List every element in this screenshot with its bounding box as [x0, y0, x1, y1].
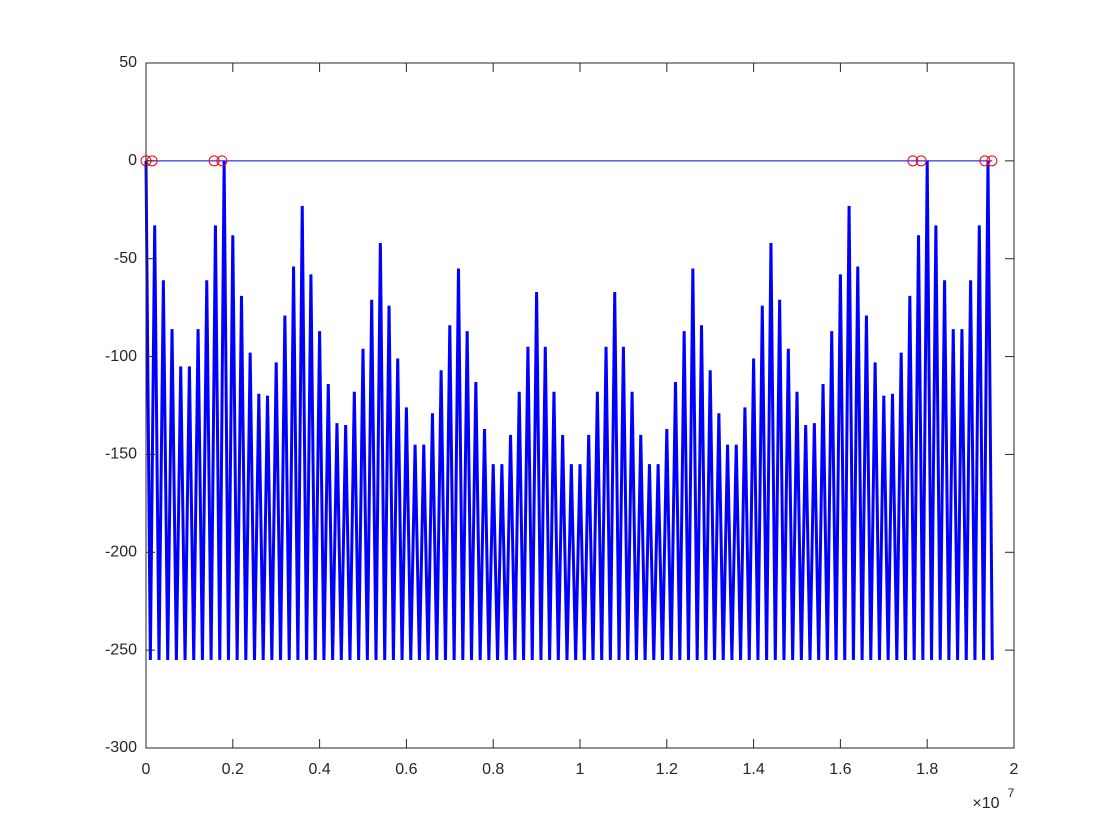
- y-tick-label: -50: [114, 250, 137, 267]
- y-tick-label: -150: [105, 446, 137, 463]
- peak-marker: [979, 155, 991, 167]
- x-tick-label: 2: [1010, 761, 1019, 778]
- x-tick-label: 0.4: [308, 761, 330, 778]
- x-tick-label: 1: [576, 761, 585, 778]
- peak-marker: [915, 155, 927, 167]
- peak-marker: [216, 155, 228, 167]
- y-tick-label: -100: [105, 348, 137, 365]
- x-multiplier-base: ×10: [972, 795, 999, 812]
- peak-marker: [208, 155, 220, 167]
- x-tick-label: 0.6: [395, 761, 417, 778]
- y-tick-label: 0: [128, 152, 137, 169]
- x-tick-label: 1.6: [829, 761, 851, 778]
- x-tick-label: 1.8: [916, 761, 938, 778]
- x-tick-label: 1.2: [656, 761, 678, 778]
- signal-line: [144, 160, 994, 660]
- x-tick-label: 1.4: [742, 761, 764, 778]
- x-tick-label: 0: [142, 761, 151, 778]
- x-multiplier-exponent: 7: [1008, 786, 1015, 800]
- y-tick-label: 50: [119, 54, 137, 71]
- y-tick-label: -250: [105, 641, 137, 658]
- y-tick-label: -200: [105, 544, 137, 561]
- x-tick-label: 0.8: [482, 761, 504, 778]
- peak-marker: [907, 155, 919, 167]
- x-tick-label: 0.2: [222, 761, 244, 778]
- y-tick-label: -300: [105, 739, 137, 756]
- peak-marker: [986, 155, 998, 167]
